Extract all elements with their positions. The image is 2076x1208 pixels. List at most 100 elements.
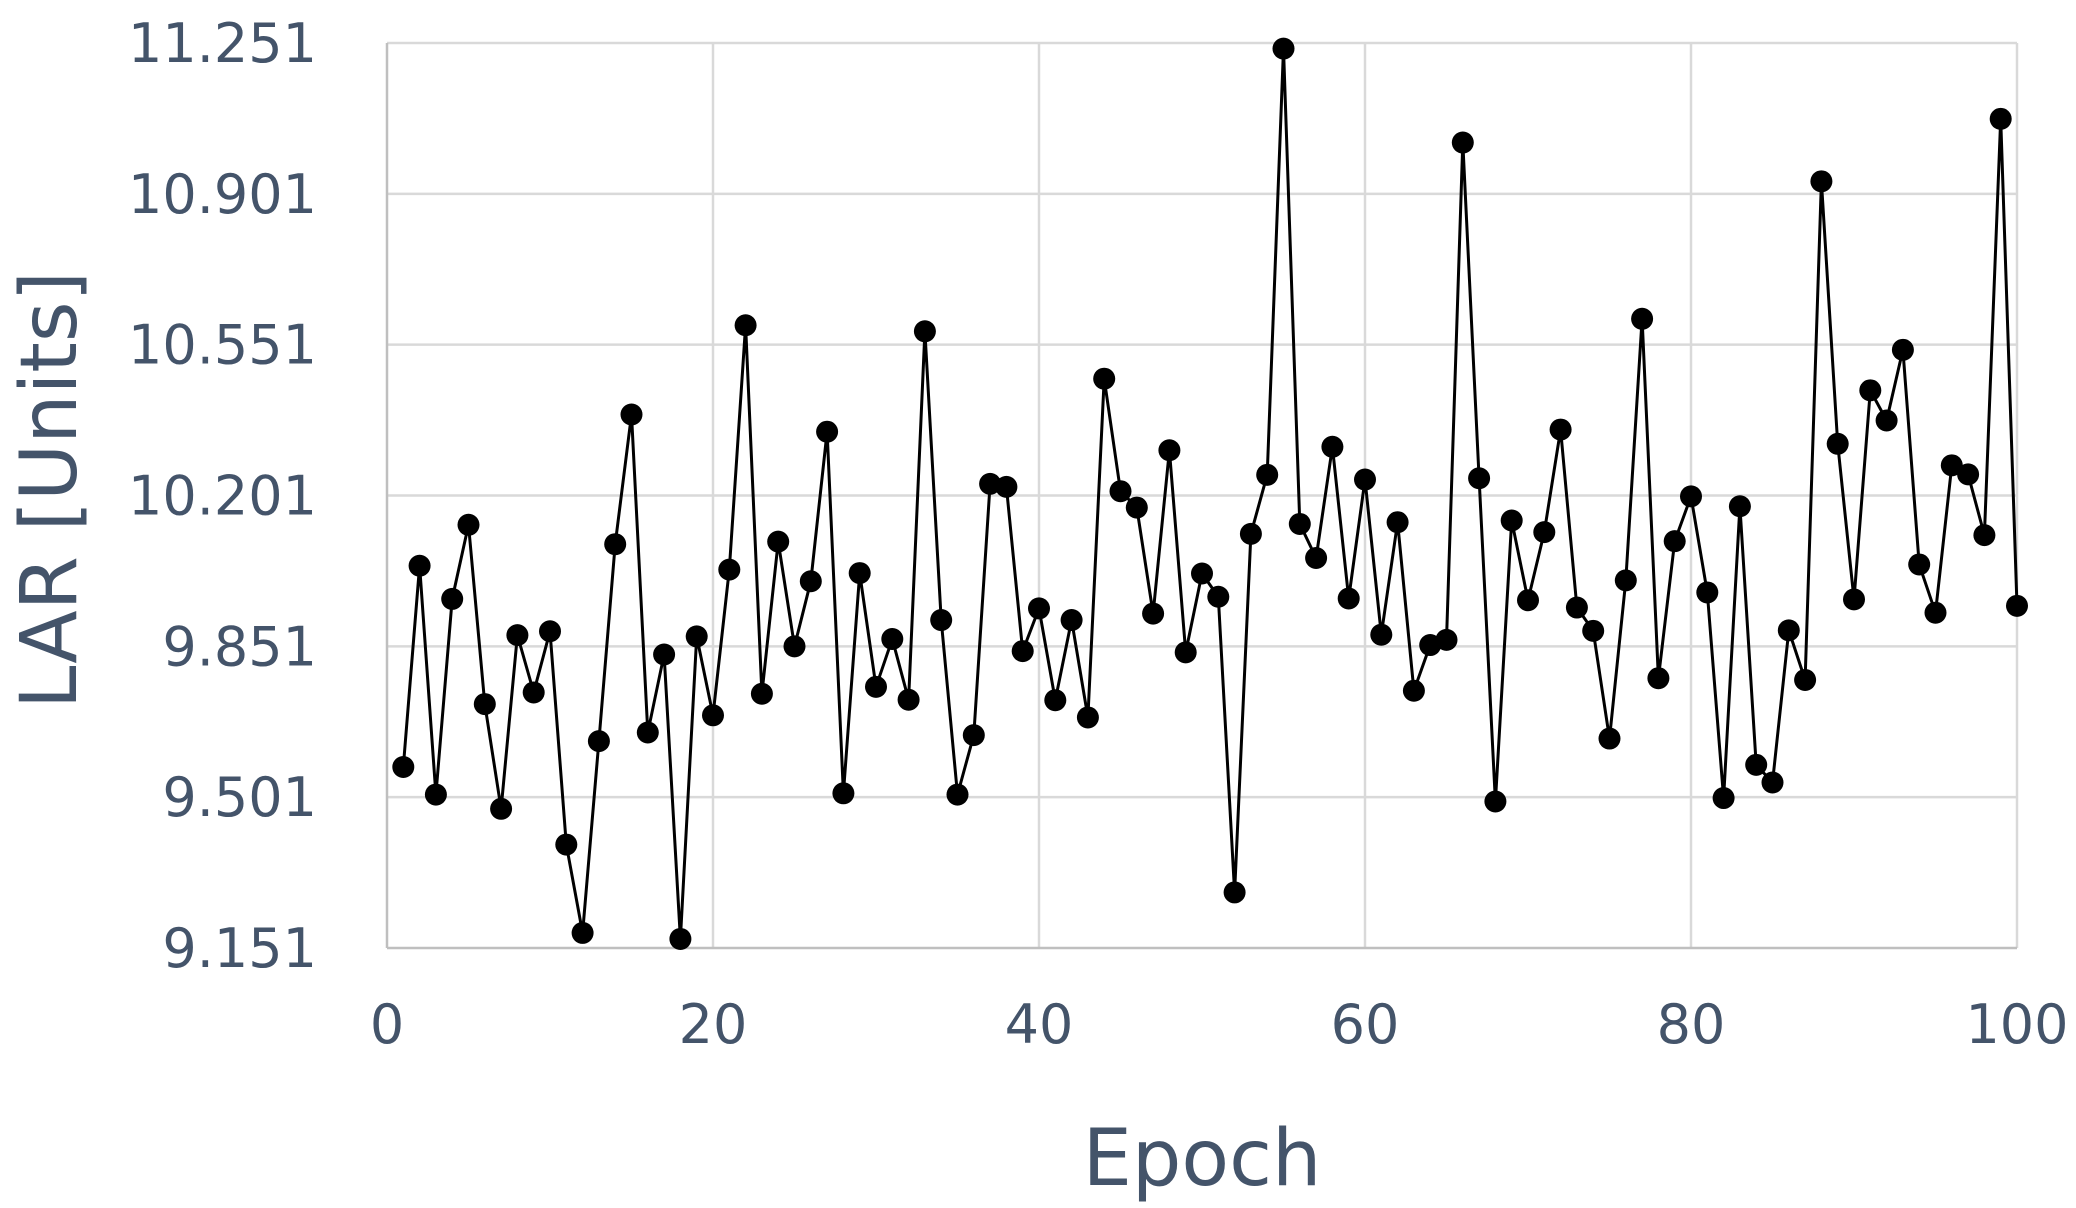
data-point — [1614, 569, 1637, 592]
data-point — [685, 625, 708, 648]
y-tick-label: 9.501 — [162, 766, 317, 829]
data-point — [1288, 512, 1311, 535]
y-tick-label: 9.851 — [162, 615, 317, 678]
data-point — [1093, 367, 1116, 390]
data-point — [620, 403, 643, 426]
data-point — [1549, 418, 1572, 441]
data-point — [1076, 706, 1099, 729]
data-point — [490, 797, 513, 820]
y-tick-label: 11.251 — [128, 12, 317, 75]
data-point — [1712, 787, 1735, 810]
y-tick-label: 10.551 — [128, 314, 317, 377]
x-tick-label: 80 — [1657, 993, 1726, 1056]
data-point — [1174, 641, 1197, 664]
data-point — [897, 688, 920, 711]
x-tick-label: 60 — [1331, 993, 1400, 1056]
data-point — [1598, 727, 1621, 750]
data-point — [1011, 640, 1034, 663]
data-point — [1337, 587, 1360, 610]
data-point — [702, 704, 724, 727]
data-point — [1859, 379, 1882, 402]
data-point — [522, 681, 545, 704]
data-point — [1745, 753, 1768, 776]
data-point — [1451, 131, 1474, 154]
data-point — [1500, 509, 1523, 532]
data-point — [881, 628, 904, 651]
data-point — [832, 782, 855, 805]
x-axis-title: Epoch — [1083, 1114, 1322, 1204]
data-point — [408, 554, 431, 577]
data-point — [1908, 553, 1931, 576]
data-point — [1109, 480, 1132, 503]
data-point — [1484, 790, 1507, 813]
data-point — [1386, 511, 1409, 534]
y-tick-label: 10.201 — [128, 465, 317, 528]
data-point — [865, 675, 887, 698]
data-point — [2006, 594, 2028, 617]
series-layer — [392, 37, 2028, 950]
y-axis-title: LAR [Units] — [5, 271, 95, 709]
data-point — [995, 475, 1018, 498]
data-point — [1517, 589, 1539, 612]
data-point — [506, 624, 529, 647]
axis-layer — [385, 43, 2017, 950]
data-point — [783, 635, 806, 658]
data-point — [1223, 881, 1246, 904]
grid-layer — [387, 41, 2019, 948]
data-point — [1256, 463, 1279, 486]
data-point — [1777, 619, 1800, 642]
series-line — [401, 48, 2019, 939]
data-point — [1875, 409, 1898, 432]
data-point — [653, 643, 676, 666]
data-point — [1142, 602, 1165, 625]
data-point — [1631, 307, 1654, 330]
data-point — [555, 833, 578, 856]
data-point — [718, 558, 741, 581]
x-tick-label: 100 — [1965, 993, 2068, 1056]
data-point — [767, 530, 790, 553]
x-tick-label: 0 — [370, 993, 404, 1056]
data-point — [1044, 689, 1067, 712]
data-point — [1761, 771, 1784, 794]
x-tick-label: 40 — [1005, 993, 1074, 1056]
data-point — [1028, 597, 1050, 620]
data-point — [1843, 588, 1865, 611]
data-point — [1533, 521, 1556, 544]
data-point — [913, 320, 936, 343]
x-tick-label: 20 — [679, 993, 748, 1056]
data-point — [1354, 468, 1376, 491]
data-point — [424, 783, 447, 806]
data-point — [1305, 546, 1328, 569]
data-point — [1060, 609, 1083, 632]
data-point — [946, 783, 969, 806]
data-point — [1696, 581, 1719, 604]
data-point — [930, 609, 953, 632]
data-point — [1272, 37, 1295, 60]
data-point — [750, 682, 773, 705]
data-point — [799, 570, 822, 593]
data-point — [1125, 496, 1148, 519]
y-tick-label: 10.901 — [128, 163, 317, 226]
data-point — [1582, 619, 1605, 642]
data-point — [1468, 467, 1491, 490]
data-point — [1794, 668, 1817, 691]
data-point — [1435, 628, 1458, 651]
data-point — [587, 730, 610, 753]
data-point — [1402, 679, 1425, 702]
data-point — [1940, 454, 1963, 477]
data-point — [571, 921, 594, 944]
x-tick-labels: 0 20 40 60 80 100 — [370, 993, 2069, 1056]
data-point — [1321, 435, 1344, 458]
y-tick-labels: 9.151 9.501 9.851 10.201 10.551 10.901 11.251 — [128, 12, 317, 980]
data-point — [979, 472, 1002, 495]
data-point — [1207, 585, 1230, 608]
data-point — [441, 587, 464, 610]
data-point — [669, 927, 692, 950]
data-point — [604, 533, 627, 556]
data-point — [816, 420, 839, 443]
data-point — [457, 513, 480, 536]
data-point — [962, 724, 985, 747]
y-tick-label: 9.151 — [162, 917, 317, 980]
data-point — [1989, 107, 2012, 130]
